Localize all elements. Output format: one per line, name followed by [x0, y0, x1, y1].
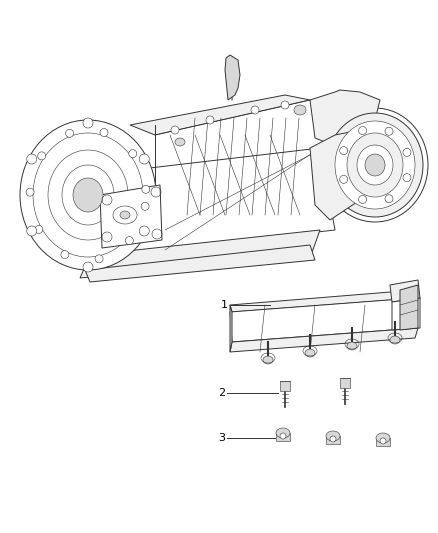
- Ellipse shape: [26, 188, 34, 196]
- Polygon shape: [230, 305, 232, 352]
- Ellipse shape: [380, 438, 386, 444]
- Polygon shape: [276, 433, 290, 441]
- Polygon shape: [80, 230, 320, 278]
- Ellipse shape: [330, 436, 336, 442]
- Ellipse shape: [62, 165, 114, 225]
- Ellipse shape: [263, 356, 273, 364]
- Ellipse shape: [27, 154, 37, 164]
- Ellipse shape: [340, 147, 348, 155]
- Ellipse shape: [139, 154, 149, 164]
- Ellipse shape: [66, 130, 74, 138]
- Ellipse shape: [73, 178, 103, 212]
- Ellipse shape: [403, 174, 411, 182]
- Ellipse shape: [95, 255, 103, 263]
- Polygon shape: [310, 130, 370, 220]
- Ellipse shape: [35, 225, 43, 233]
- Ellipse shape: [48, 150, 128, 240]
- Text: 2: 2: [218, 388, 225, 398]
- Ellipse shape: [251, 106, 259, 114]
- Ellipse shape: [365, 154, 385, 176]
- Ellipse shape: [376, 433, 390, 443]
- Ellipse shape: [280, 433, 286, 439]
- Polygon shape: [85, 245, 315, 282]
- Ellipse shape: [83, 118, 93, 128]
- Polygon shape: [340, 378, 350, 388]
- Ellipse shape: [27, 226, 37, 236]
- Ellipse shape: [129, 150, 137, 158]
- Polygon shape: [390, 280, 420, 302]
- Polygon shape: [326, 436, 340, 444]
- Ellipse shape: [385, 195, 393, 203]
- Polygon shape: [400, 285, 418, 330]
- Ellipse shape: [20, 120, 156, 270]
- Ellipse shape: [335, 121, 415, 209]
- Ellipse shape: [347, 133, 403, 197]
- Polygon shape: [280, 381, 290, 391]
- Ellipse shape: [175, 138, 185, 146]
- Ellipse shape: [357, 145, 393, 185]
- Ellipse shape: [61, 251, 69, 259]
- Text: 1: 1: [221, 300, 228, 310]
- Polygon shape: [230, 298, 418, 342]
- Polygon shape: [225, 55, 240, 100]
- Ellipse shape: [83, 262, 93, 272]
- Ellipse shape: [390, 336, 400, 344]
- Ellipse shape: [305, 349, 315, 357]
- Ellipse shape: [113, 206, 137, 224]
- Ellipse shape: [120, 211, 130, 219]
- Polygon shape: [130, 95, 310, 135]
- Ellipse shape: [403, 148, 411, 156]
- Ellipse shape: [276, 428, 290, 438]
- Ellipse shape: [327, 113, 423, 217]
- Polygon shape: [376, 438, 390, 446]
- Ellipse shape: [294, 105, 306, 115]
- Ellipse shape: [139, 226, 149, 236]
- Ellipse shape: [100, 128, 108, 136]
- Ellipse shape: [171, 126, 179, 134]
- Polygon shape: [230, 290, 418, 312]
- Ellipse shape: [281, 101, 289, 109]
- Ellipse shape: [206, 116, 214, 124]
- Polygon shape: [100, 185, 162, 248]
- Ellipse shape: [359, 126, 367, 134]
- Polygon shape: [230, 328, 418, 352]
- Ellipse shape: [340, 175, 348, 183]
- Ellipse shape: [385, 127, 393, 135]
- Ellipse shape: [125, 237, 133, 245]
- Polygon shape: [90, 148, 335, 255]
- Ellipse shape: [347, 342, 357, 350]
- Ellipse shape: [326, 431, 340, 441]
- Text: 3: 3: [218, 433, 225, 443]
- Polygon shape: [310, 90, 380, 148]
- Ellipse shape: [142, 185, 150, 193]
- Ellipse shape: [38, 152, 46, 160]
- Ellipse shape: [141, 203, 149, 211]
- Polygon shape: [392, 298, 420, 330]
- Ellipse shape: [359, 196, 367, 204]
